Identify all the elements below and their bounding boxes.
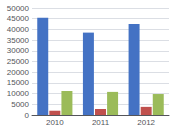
svg-text:2010: 2010	[46, 118, 64, 127]
svg-text:10000: 10000	[7, 89, 30, 98]
svg-text:25000: 25000	[7, 57, 30, 66]
svg-text:20000: 20000	[7, 68, 30, 77]
svg-text:35000: 35000	[7, 36, 30, 45]
svg-text:45000: 45000	[7, 14, 30, 23]
svg-text:2011: 2011	[92, 118, 110, 127]
svg-text:0: 0	[25, 111, 30, 120]
svg-text:15000: 15000	[7, 78, 30, 87]
svg-text:2012: 2012	[137, 118, 155, 127]
svg-text:30000: 30000	[7, 46, 30, 55]
svg-text:50000: 50000	[7, 4, 30, 13]
svg-text:5000: 5000	[11, 100, 29, 109]
svg-text:40000: 40000	[7, 25, 30, 34]
